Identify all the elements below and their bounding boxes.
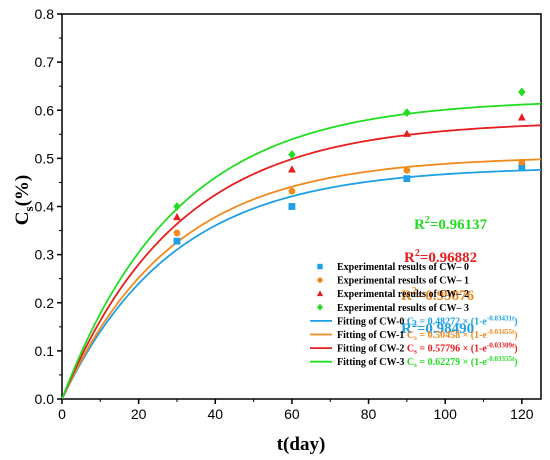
y-tick-label: 0.6	[35, 102, 55, 118]
x-tick-label: 20	[131, 406, 147, 422]
y-axis-label: Cs(%)	[12, 175, 36, 225]
legend-label-points-cw-2: Experimental results of CW– 2	[337, 289, 469, 300]
fit-curve-cw-3	[61, 102, 542, 400]
legend-marker-cw-3	[317, 303, 323, 311]
data-point-cw-2	[402, 129, 411, 137]
data-point-cw-2	[517, 113, 526, 121]
r2-annotation-cw-3: R2=0.96137	[414, 215, 488, 233]
legend-label-points-cw-1: Experimental results of CW– 1	[337, 276, 469, 287]
legend-marker-cw-1	[317, 277, 323, 283]
x-tick-label: 0	[58, 406, 66, 422]
y-axis-label-main: C	[12, 211, 33, 225]
legend-marker-cw-2	[316, 290, 324, 297]
data-point-cw-0	[518, 163, 526, 171]
x-tick-label: 100	[434, 406, 458, 422]
r2-annotation-cw-0: R2=0.98490	[401, 319, 474, 337]
data-point-cw-0	[288, 203, 296, 210]
y-tick-label: 0.8	[35, 6, 55, 22]
r2-annotations: R2=0.98490 R2=0.99876 R2=0.96882 R2=0.96137	[401, 215, 488, 337]
data-point-cw-1	[288, 187, 296, 195]
r2-annotation-cw-2: R2=0.96882	[404, 248, 477, 266]
legend-label-points-cw-0: Experimental results of CW– 0	[337, 262, 469, 273]
data-points	[173, 87, 526, 245]
legend: Experimental results of CW– 0 Experimenta…	[310, 262, 518, 369]
y-tick-label: 0.3	[35, 247, 55, 263]
y-tick-label: 0.2	[35, 295, 55, 311]
y-axis: 0.0 0.1 0.2 0.3 0.4 0.5 0.6 0.7 0.8	[35, 6, 62, 407]
legend-label-fit-cw-1: Fitting of CW-1 Cs = 0.50458 × (1-e-0.03…	[337, 328, 518, 342]
y-axis-label-suffix: (%)	[12, 175, 33, 207]
data-point-cw-3	[518, 87, 526, 97]
x-tick-label: 120	[510, 406, 534, 422]
legend-label-points-cw-3: Experimental results of CW– 3	[337, 303, 469, 314]
data-point-cw-2	[173, 212, 181, 221]
x-tick-label: 80	[361, 406, 377, 422]
data-point-cw-3	[403, 108, 411, 118]
data-point-cw-0	[403, 175, 411, 182]
fit-curve-cw-2	[61, 124, 542, 400]
data-point-cw-0	[173, 237, 181, 245]
legend-label-fit-cw-3: Fitting of CW-3 Cs = 0.62279 × (1-e-0.03…	[337, 355, 518, 369]
legend-label-fit-cw-2: Fitting of CW-2 Cs = 0.57796 × (1-e-0.03…	[337, 342, 518, 356]
legend-marker-cw-0	[317, 263, 323, 270]
data-point-cw-1	[403, 167, 411, 174]
fit-curve-cw-0	[61, 168, 542, 400]
x-tick-label: 60	[284, 406, 300, 422]
x-axis: 0 20 40 60 80 100 120	[58, 399, 534, 422]
y-tick-label: 0.7	[35, 54, 55, 70]
r2-annotation-cw-1: R2=0.99876	[401, 286, 475, 304]
x-axis-label: t(day)	[277, 434, 326, 455]
data-point-cw-3	[288, 150, 296, 159]
y-tick-label: 0.4	[35, 199, 55, 215]
y-tick-label: 0.5	[35, 150, 55, 166]
x-tick-label: 40	[207, 406, 223, 422]
data-point-cw-1	[173, 229, 181, 237]
legend-label-fit-cw-0: Fitting of CW-0 Cs = 0.48272 × (1-e-0.03…	[337, 314, 518, 328]
plot-area-border	[61, 13, 542, 400]
y-tick-label: 0.1	[35, 343, 55, 359]
fit-curve-cw-1	[61, 158, 542, 400]
data-point-cw-1	[518, 158, 526, 166]
data-point-cw-3	[173, 202, 181, 211]
plot-frame	[61, 13, 542, 400]
y-tick-label: 0.0	[35, 391, 55, 407]
fit-curves	[61, 102, 542, 400]
data-point-cw-2	[288, 165, 296, 173]
y-axis-label-subscript: s	[21, 206, 36, 211]
